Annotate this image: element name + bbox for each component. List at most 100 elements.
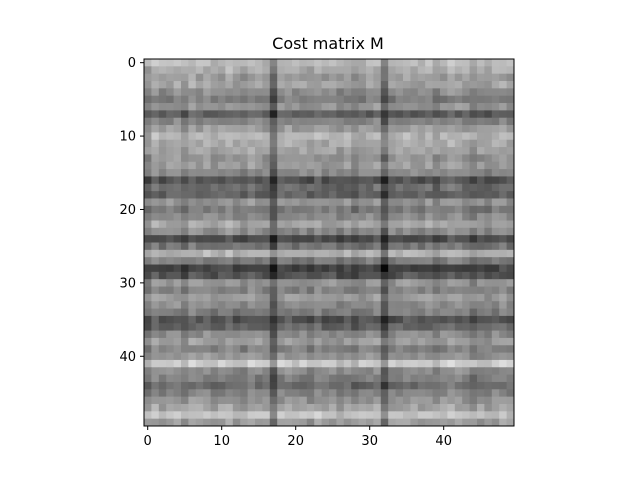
- heatmap-cell: [477, 359, 485, 368]
- heatmap-cell: [232, 81, 241, 89]
- heatmap-cell: [210, 286, 219, 295]
- heatmap-cell: [262, 95, 271, 104]
- heatmap-cell: [477, 323, 485, 331]
- heatmap-cell: [195, 213, 204, 221]
- heatmap-cell: [336, 271, 345, 280]
- heatmap-cell: [329, 279, 337, 287]
- heatmap-cell: [284, 374, 293, 383]
- heatmap-cell: [299, 117, 308, 126]
- heatmap-cell: [491, 374, 500, 383]
- heatmap-cell: [447, 330, 456, 339]
- heatmap-cell: [158, 213, 167, 221]
- heatmap-cell: [151, 359, 160, 368]
- heatmap-cell: [218, 73, 226, 82]
- heatmap-cell: [425, 381, 433, 390]
- heatmap-cell: [425, 227, 433, 236]
- heatmap-cell: [432, 403, 441, 412]
- heatmap-cell: [447, 286, 456, 295]
- heatmap-cell: [477, 381, 485, 390]
- heatmap-cell: [440, 308, 448, 317]
- heatmap-cell: [462, 154, 470, 163]
- heatmap-cell: [462, 403, 470, 412]
- heatmap-cell: [343, 411, 352, 420]
- heatmap-cell: [255, 381, 263, 390]
- heatmap-cell: [158, 264, 167, 273]
- heatmap-cell: [499, 257, 507, 265]
- heatmap-cell: [499, 205, 507, 214]
- heatmap-cell: [210, 132, 219, 141]
- heatmap-cell: [373, 117, 382, 126]
- heatmap-cell: [388, 125, 396, 133]
- heatmap-cell: [366, 411, 374, 420]
- heatmap-cell: [203, 352, 211, 361]
- heatmap-cell: [410, 301, 419, 309]
- heatmap-cell: [314, 396, 322, 405]
- heatmap-cell: [144, 176, 152, 185]
- heatmap-cell: [351, 161, 359, 170]
- heatmap-cell: [284, 220, 293, 229]
- heatmap-cell: [380, 73, 389, 82]
- heatmap-cell: [477, 257, 485, 265]
- heatmap-cell: [447, 73, 456, 82]
- heatmap-cell: [225, 403, 234, 412]
- heatmap-cell: [306, 286, 315, 295]
- heatmap-cell: [343, 161, 352, 170]
- heatmap-cell: [491, 95, 500, 104]
- x-tick-label: 30: [361, 434, 378, 449]
- heatmap-cell: [218, 279, 226, 287]
- heatmap-cell: [447, 411, 456, 420]
- heatmap-cell: [284, 337, 293, 346]
- heatmap-cell: [225, 213, 234, 221]
- heatmap-cell: [447, 315, 456, 324]
- heatmap-cell: [255, 367, 263, 376]
- heatmap-cell: [373, 337, 382, 346]
- heatmap-cell: [425, 161, 433, 170]
- heatmap-cell: [218, 374, 226, 383]
- heatmap-cell: [388, 176, 396, 185]
- heatmap-cell: [144, 220, 152, 229]
- heatmap-cell: [166, 352, 174, 361]
- heatmap-cell: [336, 249, 345, 258]
- heatmap-cell: [299, 227, 308, 236]
- heatmap-cell: [203, 103, 211, 111]
- heatmap-cell: [232, 73, 241, 82]
- heatmap-cell: [218, 176, 226, 185]
- heatmap-cell: [181, 403, 189, 412]
- heatmap-cell: [499, 59, 507, 67]
- heatmap-cell: [314, 308, 322, 317]
- heatmap-cell: [151, 286, 160, 295]
- heatmap-cell: [181, 220, 189, 229]
- heatmap-cell: [225, 396, 234, 405]
- heatmap-cell: [292, 154, 300, 163]
- heatmap-cell: [366, 95, 374, 104]
- heatmap-cell: [343, 389, 352, 398]
- heatmap-cell: [173, 403, 182, 412]
- heatmap-cell: [506, 183, 515, 192]
- heatmap-cell: [462, 381, 470, 390]
- heatmap-cell: [203, 95, 211, 104]
- heatmap-cell: [417, 220, 426, 229]
- heatmap-cell: [151, 337, 160, 346]
- heatmap-cell: [447, 418, 456, 427]
- heatmap-cell: [388, 418, 396, 427]
- heatmap-cell: [166, 59, 174, 67]
- heatmap-cell: [277, 125, 285, 133]
- heatmap-cell: [403, 337, 411, 346]
- heatmap-cell: [195, 242, 204, 251]
- heatmap-cell: [144, 169, 152, 177]
- heatmap-cell: [499, 213, 507, 221]
- heatmap-cell: [306, 147, 315, 155]
- heatmap-cell: [173, 88, 182, 97]
- heatmap-cell: [173, 147, 182, 155]
- heatmap-cell: [240, 132, 248, 141]
- heatmap-cell: [158, 257, 167, 265]
- heatmap-cell: [358, 183, 367, 192]
- heatmap-cell: [269, 242, 278, 251]
- heatmap-cell: [395, 191, 404, 199]
- heatmap-cell: [410, 132, 419, 141]
- heatmap-cell: [366, 286, 374, 295]
- heatmap-cell: [277, 381, 285, 390]
- heatmap-cell: [269, 264, 278, 273]
- heatmap-cell: [195, 323, 204, 331]
- heatmap-cell: [358, 374, 367, 383]
